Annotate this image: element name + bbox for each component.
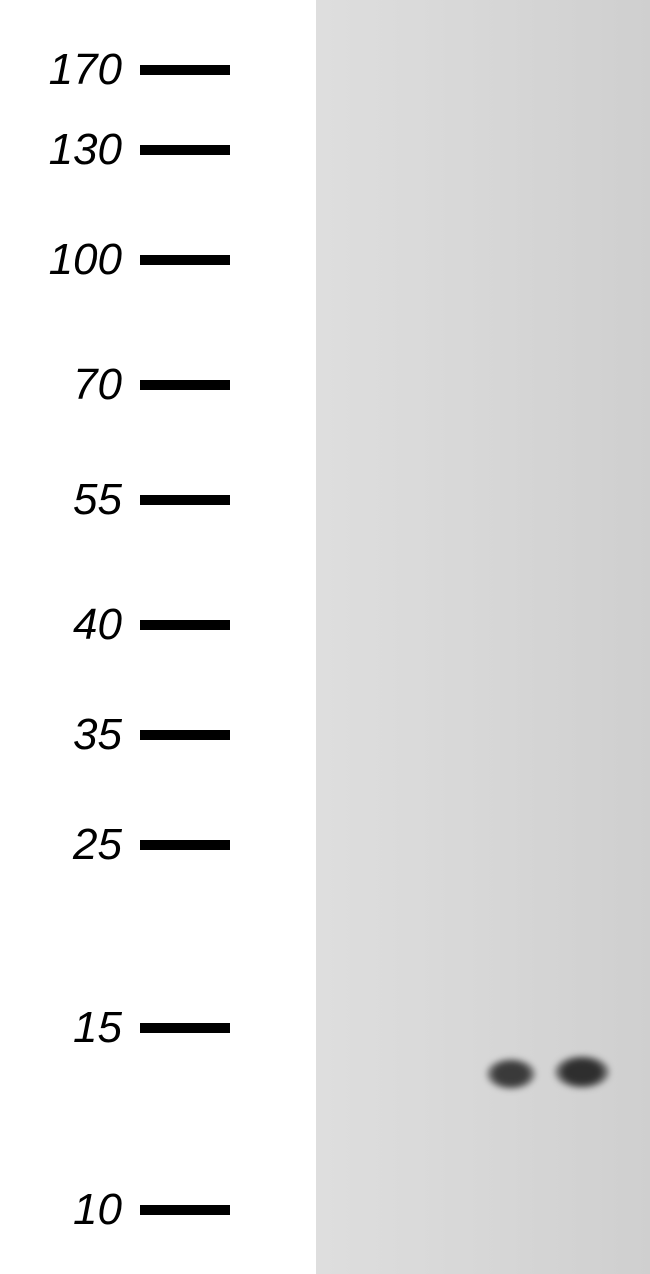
band-left [486, 1058, 536, 1090]
marker-label: 40 [0, 600, 140, 650]
marker-tick [140, 1023, 230, 1033]
marker-label: 55 [0, 475, 140, 525]
marker-row: 130 [0, 128, 310, 172]
marker-label: 10 [0, 1185, 140, 1235]
marker-row: 170 [0, 48, 310, 92]
marker-row: 70 [0, 363, 310, 407]
marker-tick [140, 145, 230, 155]
marker-tick [140, 1205, 230, 1215]
marker-row: 15 [0, 1006, 310, 1050]
marker-tick [140, 380, 230, 390]
marker-tick [140, 495, 230, 505]
marker-label: 35 [0, 710, 140, 760]
marker-tick [140, 840, 230, 850]
marker-row: 35 [0, 713, 310, 757]
marker-label: 130 [0, 125, 140, 175]
marker-tick [140, 255, 230, 265]
marker-row: 10 [0, 1188, 310, 1232]
marker-row: 55 [0, 478, 310, 522]
marker-row: 100 [0, 238, 310, 282]
marker-row: 40 [0, 603, 310, 647]
marker-row: 25 [0, 823, 310, 867]
marker-tick [140, 65, 230, 75]
marker-label: 70 [0, 360, 140, 410]
ladder-area: 170 130 100 70 55 40 35 25 15 10 [0, 0, 310, 1274]
marker-label: 15 [0, 1003, 140, 1053]
marker-label: 170 [0, 45, 140, 95]
marker-tick [140, 730, 230, 740]
band-right [554, 1055, 610, 1089]
marker-tick [140, 620, 230, 630]
blot-area [316, 0, 650, 1274]
marker-label: 25 [0, 820, 140, 870]
marker-label: 100 [0, 235, 140, 285]
